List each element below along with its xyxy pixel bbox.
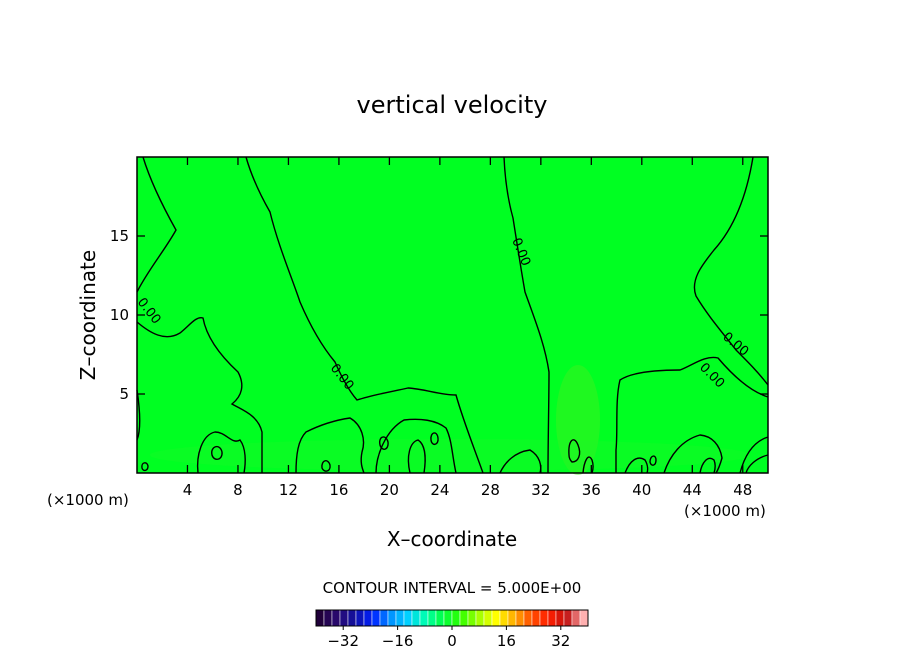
colorbar-cell: [475, 609, 485, 627]
colorbar-cell: [467, 609, 477, 627]
contour-line: [745, 454, 769, 474]
colorbar-tick-label: −16: [382, 632, 414, 650]
contour-line: [136, 156, 177, 293]
contour-line: [699, 457, 716, 474]
colorbar-cell: [323, 609, 333, 627]
velocity-field: [137, 157, 768, 475]
colorbar-cell: [419, 609, 429, 627]
x-tick-label: 24: [430, 481, 449, 499]
contour-line: [245, 156, 484, 474]
contour-line: [321, 460, 331, 472]
x-tick-label: 16: [329, 481, 348, 499]
x-tick-label: 8: [233, 481, 243, 499]
x-tick-label: 20: [380, 481, 399, 499]
x-axis: 4 8 12 16 20 24 28 32 36 40 44 48 (×1000 m) (×1000 …: [47, 157, 766, 551]
contour-line: [196, 431, 246, 474]
y-axis: 5 10 15 Z–coordinate: [76, 227, 768, 403]
y-axis-label: Z–coordinate: [76, 250, 100, 380]
colorbar-cell: [515, 609, 525, 627]
y-tick-label: 15: [110, 227, 129, 245]
x-unit-label-right: (×1000 m): [684, 502, 766, 520]
contour-line: [375, 418, 457, 474]
colorbar-cell: [579, 609, 589, 627]
colorbar-cell: [427, 609, 437, 627]
x-tick-label: 4: [183, 481, 193, 499]
colorbar-tick-label: 32: [551, 632, 570, 650]
surface-patch: [150, 439, 750, 471]
contour-line: [582, 456, 594, 474]
x-tick-label: 36: [582, 481, 601, 499]
colorbar-cell: [395, 609, 405, 627]
colorbar-cell: [531, 609, 541, 627]
colorbar-cell: [411, 609, 421, 627]
contour-line: [615, 356, 769, 473]
contour-line: [568, 439, 581, 463]
colorbar-cell: [547, 609, 557, 627]
contour-line: [407, 439, 426, 474]
colorbar-cell: [483, 609, 493, 627]
colorbar-cell: [499, 609, 509, 627]
colorbar-cell: [371, 609, 381, 627]
chart-title: vertical velocity: [357, 91, 548, 119]
colorbar-cell: [339, 609, 349, 627]
x-unit-label-left: (×1000 m): [47, 491, 129, 509]
contour-interval-text: CONTOUR INTERVAL = 5.000E+00: [323, 579, 582, 597]
x-tick-label: 48: [733, 481, 752, 499]
colorbar-cell: [563, 609, 573, 627]
colorbar-cell: [443, 609, 453, 627]
colorbar-cell: [347, 609, 357, 627]
contour-line: [378, 436, 389, 450]
colorbar-tick-label: 0: [447, 632, 457, 650]
colorbar-cell: [355, 609, 365, 627]
colorbar-cell: [315, 609, 325, 627]
colorbar-cell: [379, 609, 389, 627]
colorbar-cell: [555, 609, 565, 627]
colorbar-cell: [387, 609, 397, 627]
updraft-patch: [556, 365, 600, 475]
y-tick-label: 5: [119, 385, 129, 403]
contour-line: [739, 436, 769, 474]
x-tick-label: 12: [279, 481, 298, 499]
colorbar-cell: [459, 609, 469, 627]
colorbar-cell: [539, 609, 549, 627]
colorbar-cell: [331, 609, 341, 627]
colorbar-cell: [451, 609, 461, 627]
colorbar-cell: [507, 609, 517, 627]
colorbar-cell: [435, 609, 445, 627]
colorbar-cell: [403, 609, 413, 627]
contour-line: [211, 445, 223, 460]
contour-line: [295, 417, 365, 474]
colorbar-cell: [363, 609, 373, 627]
x-tick-label: 40: [632, 481, 651, 499]
colorbar-cell: [523, 609, 533, 627]
colorbar-cell: [571, 609, 581, 627]
colorbar-tick-label: 16: [497, 632, 516, 650]
contour-line: [430, 432, 439, 445]
x-tick-label: 28: [481, 481, 500, 499]
contour-line: [663, 434, 723, 474]
colorbar-cell: [491, 609, 501, 627]
y-tick-label: 10: [110, 306, 129, 324]
x-axis-label: X–coordinate: [387, 527, 517, 551]
x-tick-label: 32: [531, 481, 550, 499]
contour-line: [624, 457, 649, 474]
x-tick-label: 44: [683, 481, 702, 499]
contour-line: [141, 462, 149, 472]
contour-line: [693, 156, 769, 386]
colorbar: −32 −16 0 16 32: [315, 609, 589, 650]
contour-line: [503, 156, 550, 474]
contour-line: [136, 317, 263, 473]
field-background: [137, 157, 768, 473]
colorbar-tick-label: −32: [327, 632, 359, 650]
contour-line: [649, 455, 657, 466]
